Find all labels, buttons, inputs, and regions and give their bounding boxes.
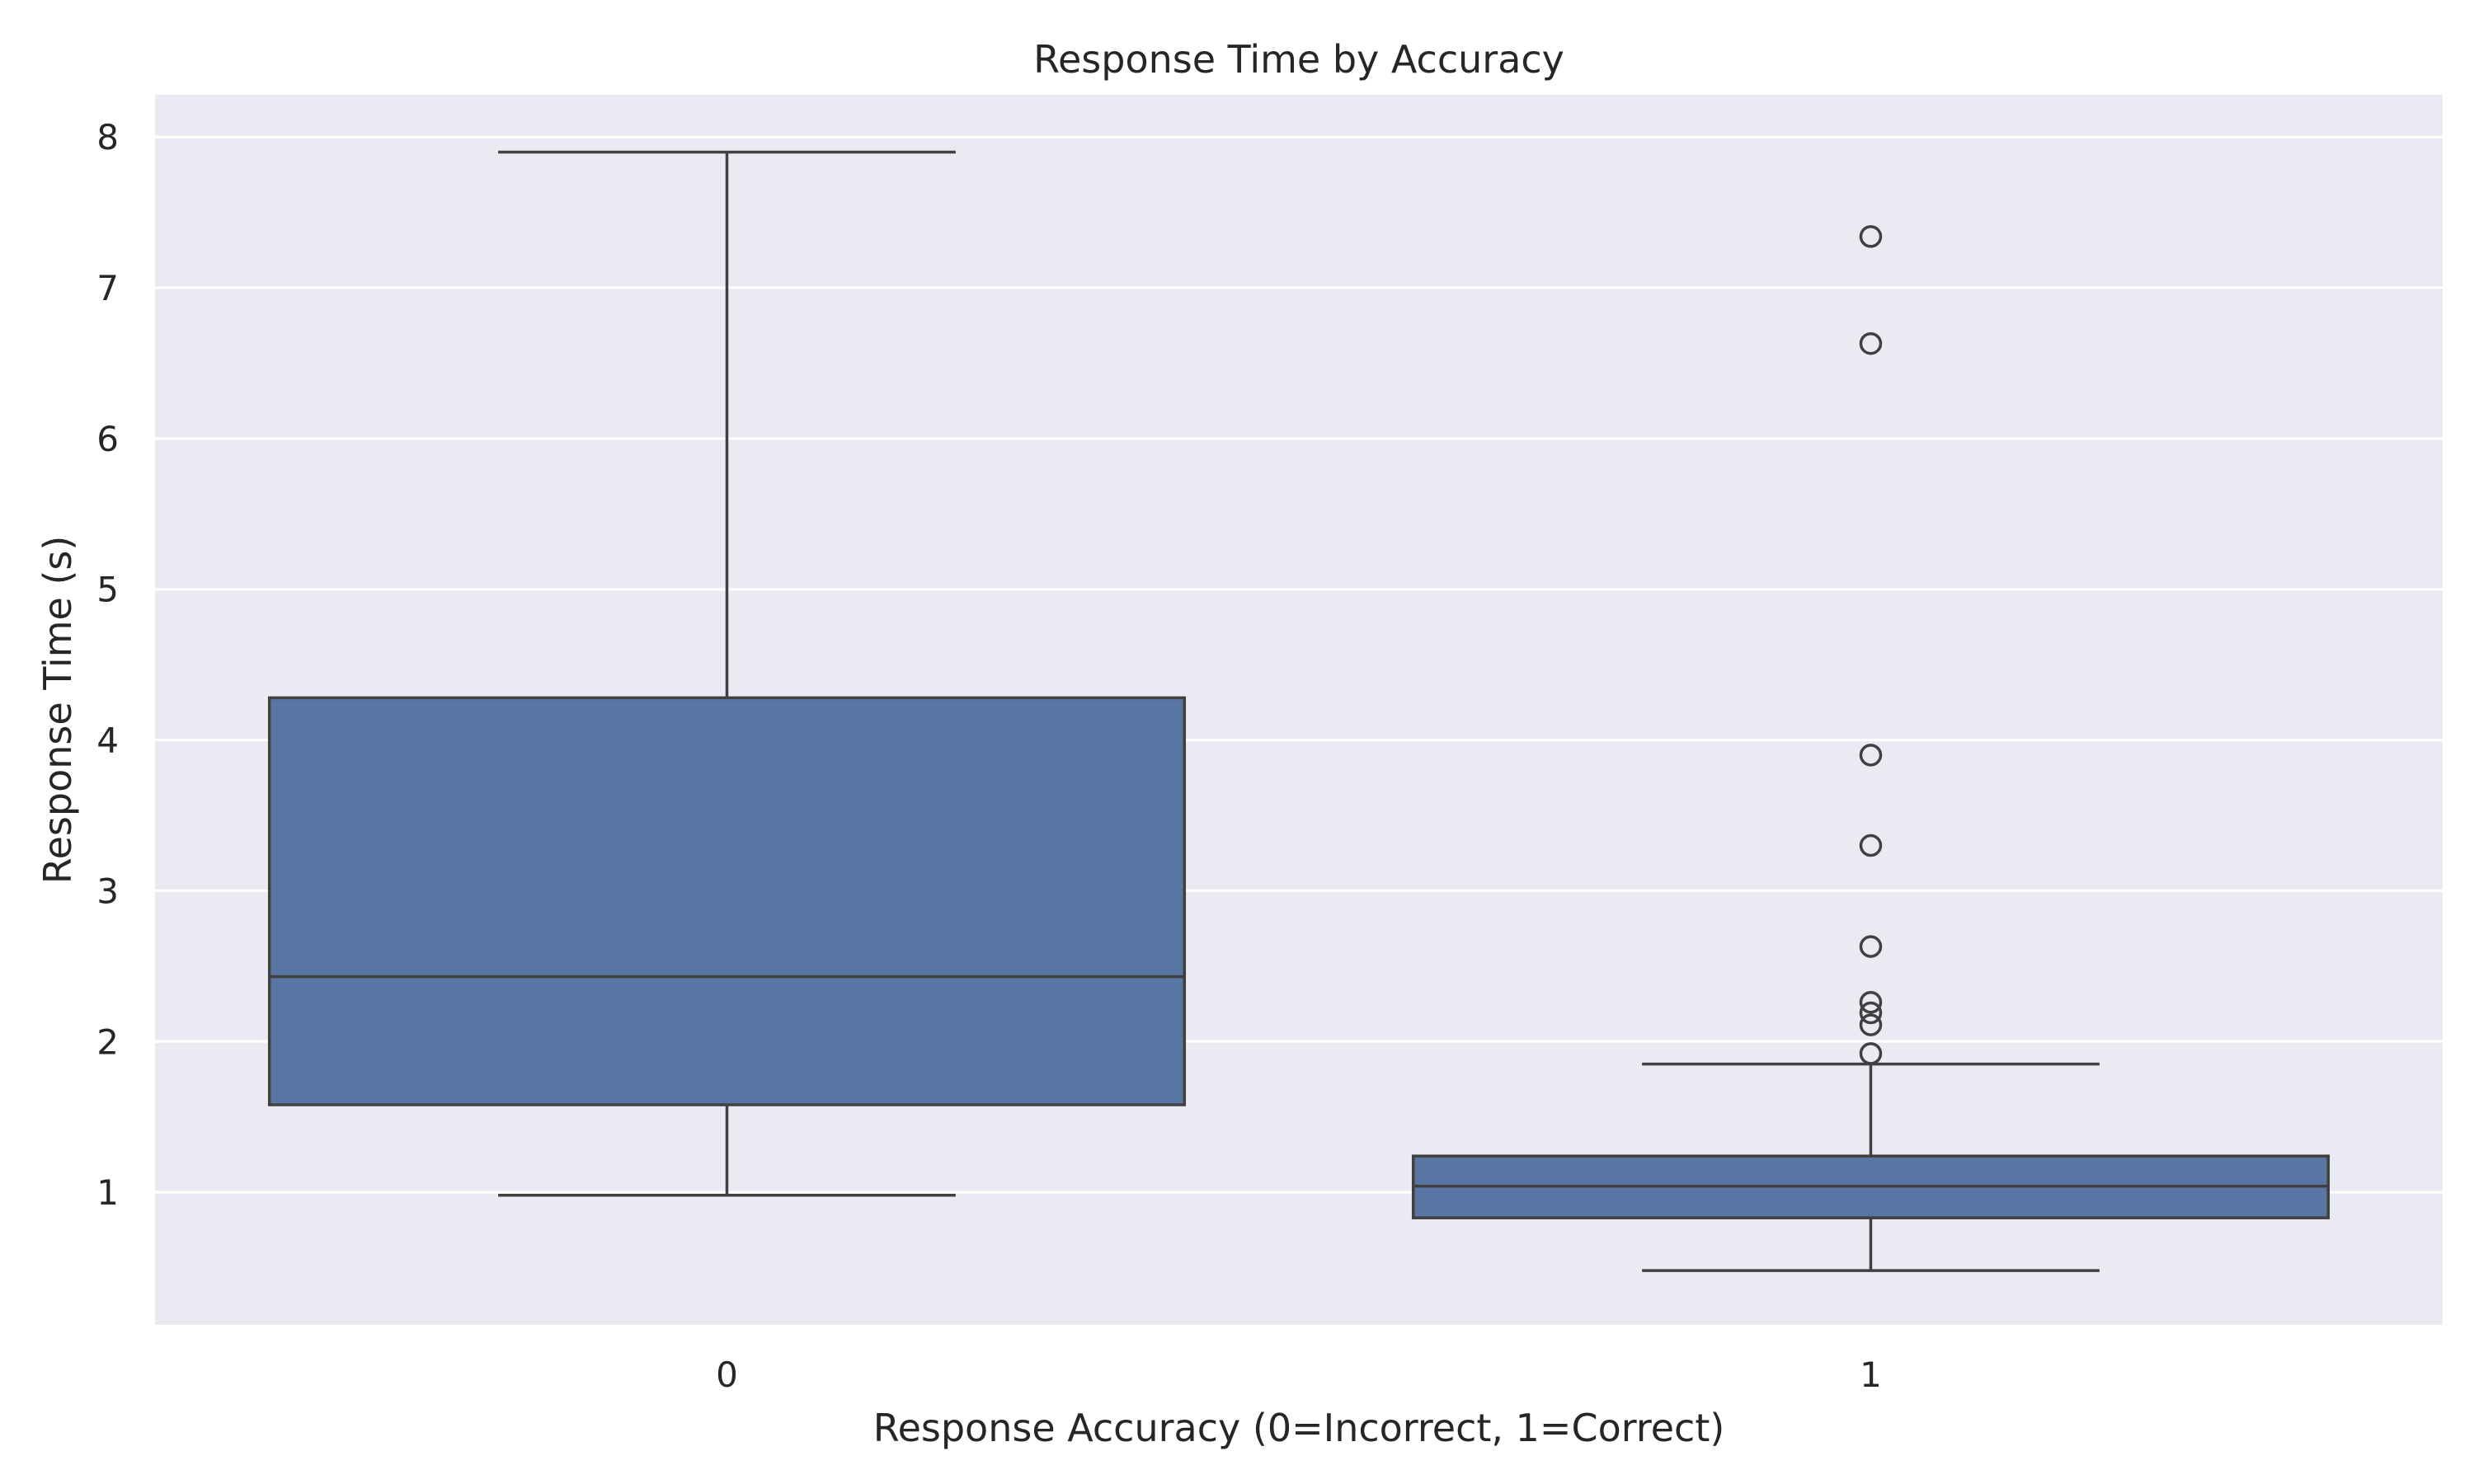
chart-title: Response Time by Accuracy <box>1033 37 1564 82</box>
y-tick-label-6: 6 <box>96 419 119 459</box>
outlier-1-1 <box>1859 331 1883 355</box>
outlier-1-6 <box>1859 1001 1883 1025</box>
outlier-1-2 <box>1859 744 1883 767</box>
box-group-0 <box>267 150 1187 1197</box>
x-tick-label-1: 1 <box>1860 1355 1882 1395</box>
y-tick-label-4: 4 <box>96 721 119 761</box>
y-tick-label-3: 3 <box>96 871 119 911</box>
outlier-1-3 <box>1859 834 1883 857</box>
outlier-1-7 <box>1859 1013 1883 1036</box>
box-group-1 <box>1411 225 2331 1272</box>
y-tick-label-8: 8 <box>96 117 119 157</box>
outlier-1-8 <box>1859 1042 1883 1065</box>
outlier-1-0 <box>1859 225 1883 248</box>
y-tick-label-5: 5 <box>96 570 119 610</box>
boxes <box>267 150 2331 1272</box>
y-tick-labels: 1 2 3 4 5 6 7 8 <box>96 117 119 1213</box>
x-tick-label-0: 0 <box>716 1355 738 1395</box>
x-axis-label: Response Accuracy (0=Incorrect, 1=Correc… <box>873 1406 1725 1450</box>
outlier-1-4 <box>1859 935 1883 958</box>
y-tick-label-2: 2 <box>96 1021 119 1062</box>
y-axis-label: Response Time (s) <box>35 536 80 885</box>
outlier-1-5 <box>1859 990 1883 1014</box>
y-tick-label-7: 7 <box>96 268 119 308</box>
y-tick-label-1: 1 <box>96 1172 119 1213</box>
box-0 <box>267 696 1187 1106</box>
